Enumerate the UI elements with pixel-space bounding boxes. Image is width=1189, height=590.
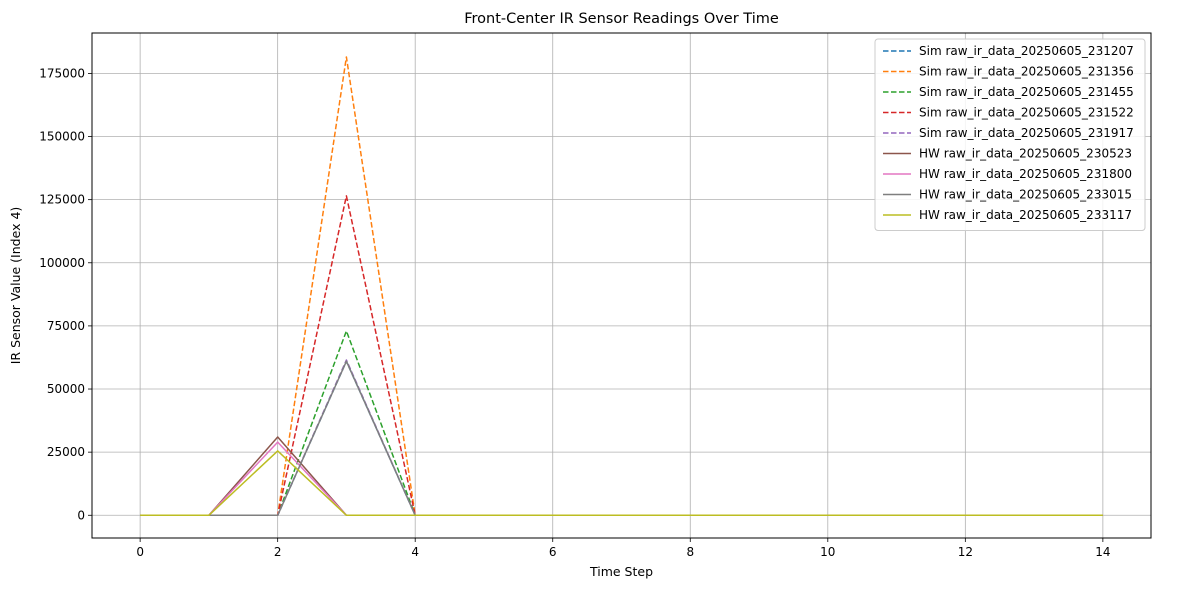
- y-tick-label: 75000: [47, 319, 85, 333]
- legend: Sim raw_ir_data_20250605_231207 Sim raw_i…: [874, 38, 1146, 231]
- legend-label-1: Sim raw_ir_data_20250605_231207: [919, 44, 1134, 58]
- legend-label-8: HW raw_ir_data_20250605_233015: [919, 188, 1132, 202]
- x-axis-label: Time Step: [589, 564, 653, 579]
- series-line-9: [140, 450, 1103, 517]
- legend-label-6: HW raw_ir_data_20250605_230523: [919, 147, 1132, 161]
- y-tick-label: 50000: [47, 382, 85, 396]
- legend-label-9: HW raw_ir_data_20250605_233117: [919, 208, 1132, 222]
- legend-label-4: Sim raw_ir_data_20250605_231522: [919, 106, 1134, 120]
- legend-label-5: Sim raw_ir_data_20250605_231917: [919, 126, 1134, 140]
- x-tick-label: 0: [136, 545, 144, 559]
- x-tick-label: 4: [411, 545, 419, 559]
- y-tick-label: 150000: [39, 130, 85, 144]
- x-tick-label: 12: [958, 545, 973, 559]
- legend-box: [874, 38, 1146, 231]
- x-tick-label: 8: [686, 545, 694, 559]
- chart-title: Front-Center IR Sensor Readings Over Tim…: [464, 11, 779, 27]
- x-tick-label: 6: [549, 545, 557, 559]
- x-tick-label: 10: [820, 545, 835, 559]
- y-tick-label: 175000: [39, 66, 85, 80]
- y-tick-label: 0: [77, 508, 85, 522]
- x-tick-label: 2: [274, 545, 282, 559]
- axis-ticks: 0 2 4 6 8 10 12 14 0 25000 50000 75000 100000 125000 1…: [39, 66, 1110, 559]
- legend-label-2: Sim raw_ir_data_20250605_231356: [919, 65, 1134, 79]
- y-tick-label: 25000: [47, 445, 85, 459]
- x-tick-label: 14: [1095, 545, 1110, 559]
- series-line-2: [140, 56, 1103, 517]
- legend-label-7: HW raw_ir_data_20250605_231800: [919, 167, 1132, 181]
- plot-frame: [91, 32, 1152, 539]
- y-tick-label: 100000: [39, 256, 85, 270]
- legend-label-3: Sim raw_ir_data_20250605_231455: [919, 85, 1134, 99]
- y-tick-label: 125000: [39, 193, 85, 207]
- series-lines: [140, 56, 1103, 517]
- y-axis-label: IR Sensor Value (Index 4): [8, 207, 23, 365]
